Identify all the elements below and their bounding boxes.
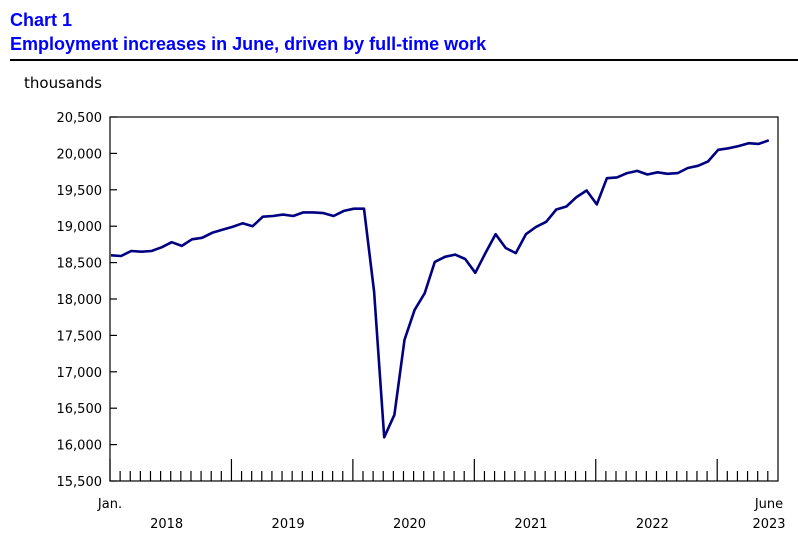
y-tick-label: 19,500 [57, 184, 103, 199]
y-tick-label: 18,000 [57, 293, 103, 308]
x-start-label: Jan. [97, 497, 122, 512]
year-label: 2018 [150, 517, 183, 532]
y-tick-label: 18,500 [57, 257, 103, 272]
year-label: 2022 [636, 517, 669, 532]
year-label: 2023 [752, 517, 785, 532]
y-axis-label: thousands [24, 74, 102, 92]
y-tick-label: 16,000 [57, 439, 103, 454]
year-label: 2020 [393, 517, 426, 532]
x-end-label: June [754, 497, 783, 512]
y-tick-label: 16,500 [57, 402, 103, 417]
y-tick-label: 17,500 [57, 329, 103, 344]
chart-title: Employment increases in June, driven by … [10, 34, 487, 54]
y-tick-label: 15,500 [57, 475, 103, 490]
y-tick-label: 19,000 [57, 220, 103, 235]
employment-series-line [110, 139, 770, 439]
y-tick-label: 17,000 [57, 366, 103, 381]
chart-number: Chart 1 [10, 10, 73, 30]
year-label: 2021 [514, 517, 547, 532]
y-tick-label: 20,000 [57, 147, 103, 162]
year-label: 2019 [272, 517, 305, 532]
title-rule [10, 59, 798, 61]
y-tick-label: 20,500 [57, 111, 103, 126]
